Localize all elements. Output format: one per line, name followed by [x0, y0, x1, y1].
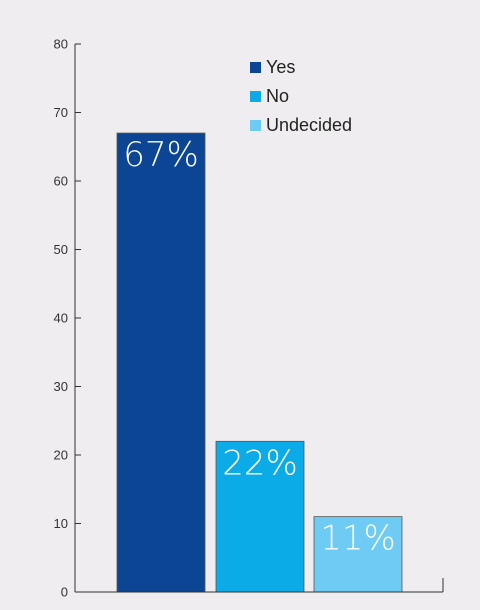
y-tick-label: 80: [54, 37, 68, 52]
legend-swatch-no: [250, 91, 261, 102]
y-tick-label: 60: [54, 174, 68, 189]
data-label-undecided: 11%: [320, 519, 396, 559]
y-tick-label: 10: [54, 516, 68, 531]
bar-no: [215, 440, 305, 593]
bar-yes: [116, 132, 206, 593]
y-tick-label: 70: [54, 105, 68, 120]
y-tick-label: 30: [54, 379, 68, 394]
y-tick-label: 40: [54, 311, 68, 326]
data-label-yes: 67%: [123, 135, 199, 175]
y-tick-label: 20: [54, 448, 68, 463]
y-axis: 0 10 20 30 40 50 60 70 80: [54, 37, 81, 600]
y-tick-label: 50: [54, 242, 68, 257]
legend: Yes No Undecided: [250, 57, 352, 135]
legend-swatch-yes: [250, 62, 261, 73]
x-axis: [75, 578, 444, 593]
legend-swatch-undecided: [250, 120, 261, 131]
y-tick-label: 0: [61, 585, 68, 600]
legend-label-yes: Yes: [266, 57, 295, 77]
legend-label-undecided: Undecided: [266, 115, 352, 135]
data-label-no: 22%: [222, 443, 298, 483]
legend-label-no: No: [266, 86, 289, 106]
data-labels: 67% 22% 11%: [123, 135, 396, 559]
